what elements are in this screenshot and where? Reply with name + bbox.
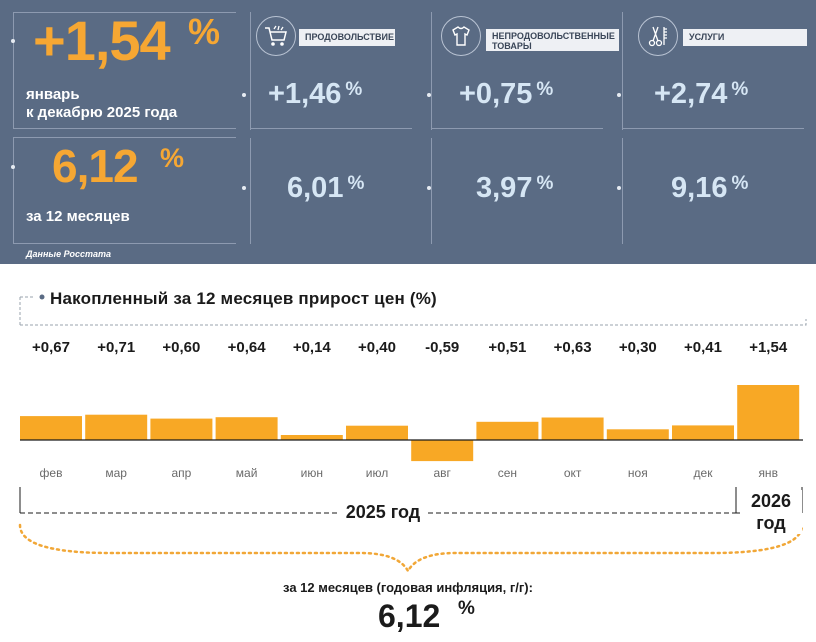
year-bracket [18, 487, 804, 574]
month-label-мар: мар [105, 466, 127, 480]
month-label-июл: июл [365, 466, 389, 480]
bar-окт [541, 417, 604, 440]
annual-caption: за 12 месяцев [26, 208, 130, 225]
value-label-мар: +0,71 [97, 339, 136, 356]
bullet-dot [11, 165, 15, 169]
nonfood-annual-value: 3,97% [476, 172, 554, 204]
bullet-dot [427, 93, 431, 97]
month-label-ноя: ноя [627, 466, 648, 480]
food-annual-value: 6,01% [287, 172, 365, 204]
bar-ноя [606, 429, 669, 440]
bar-фев [20, 416, 82, 440]
month-label-окт: окт [563, 466, 582, 480]
value-label-июн: +0,14 [292, 339, 331, 356]
value-label-окт: +0,63 [553, 339, 592, 356]
divider [622, 12, 623, 130]
bar-апр [150, 418, 213, 440]
month-label-янв: янв [758, 466, 778, 480]
bar-мар [85, 414, 148, 440]
bar-сен [476, 421, 539, 440]
value-label-янв: +1,54 [749, 339, 788, 356]
value-label-июл: +0,40 [358, 339, 396, 356]
year-2026-label: 2026 год [740, 490, 802, 534]
summary-panel: +1,54 % январь к декабрю 2025 года 6,12 … [0, 0, 816, 264]
services-month-value: +2,74% [654, 78, 749, 110]
annual-inflation-value: 6,12 [378, 598, 441, 634]
value-label-май: +0,64 [227, 339, 266, 356]
bar-chart [20, 385, 803, 462]
nonfood-month-value: +0,75% [459, 78, 554, 110]
bar-май [215, 417, 278, 440]
annual-inflation-caption: за 12 месяцев (годовая инфляция, г/г): [283, 580, 533, 595]
annual-unit: % [160, 143, 185, 173]
value-label-авг: -0,59 [425, 339, 460, 356]
month-change-unit: % [188, 11, 221, 52]
shopping-cart-icon [256, 16, 296, 56]
bar-авг [411, 440, 474, 462]
month-change-frame [13, 12, 236, 129]
bullet-dot [11, 39, 15, 43]
month-label-апр: апр [171, 466, 192, 480]
category-label-services: УСЛУГИ [683, 29, 807, 46]
divider [431, 12, 432, 130]
bullet-dot [242, 186, 246, 190]
month-label-фев: фев [39, 466, 63, 480]
value-label-апр: +0,60 [162, 339, 201, 356]
chart-title: Накопленный за 12 месяцев прирост цен (%… [50, 289, 437, 308]
divider [431, 128, 603, 129]
value-label-ноя: +0,30 [618, 339, 657, 356]
chart-title-frame [19, 294, 807, 326]
divider [622, 128, 804, 129]
divider [622, 138, 623, 244]
category-label-food: ПРОДОВОЛЬСТВИЕ [299, 29, 395, 46]
year-2025-label: 2025 год [0, 502, 766, 523]
bullet-dot [617, 186, 621, 190]
bar-янв [737, 385, 800, 440]
divider [250, 128, 412, 129]
month-label-май: май [235, 466, 258, 480]
category-label-nonfood: НЕПРОДОВОЛЬСТВЕННЫЕ ТОВАРЫ [486, 29, 619, 51]
annual-inflation-unit: % [458, 598, 475, 619]
month-label-июн: июн [300, 466, 323, 480]
bullet-dot [617, 93, 621, 97]
month-label-дек: дек [693, 466, 713, 480]
bar-июл [346, 425, 408, 440]
services-annual-value: 9,16% [671, 172, 749, 204]
value-label-фев: +0,67 [32, 339, 70, 356]
month-change-value: +1,54 [33, 9, 171, 72]
month-change-caption-line1: январь [26, 86, 80, 103]
bullet-dot [242, 93, 246, 97]
bullet-dot [427, 186, 431, 190]
annual-frame [13, 137, 236, 244]
value-label-дек: +0,41 [684, 339, 722, 356]
divider [250, 12, 251, 130]
source-note: Данные Росстата [26, 249, 111, 259]
annual-value: 6,12 [52, 140, 139, 192]
bar-июн [280, 435, 343, 440]
month-label-сен: сен [497, 466, 518, 480]
value-label-сен: +0,51 [488, 339, 527, 356]
clothing-icon [441, 16, 481, 56]
scissors-comb-icon [638, 16, 678, 56]
food-month-value: +1,46% [268, 78, 363, 110]
divider [431, 138, 432, 244]
divider [250, 138, 251, 244]
bar-дек [672, 425, 734, 440]
month-change-caption-line2: к декабрю 2025 года [26, 104, 178, 121]
month-label-авг: авг [433, 466, 451, 480]
